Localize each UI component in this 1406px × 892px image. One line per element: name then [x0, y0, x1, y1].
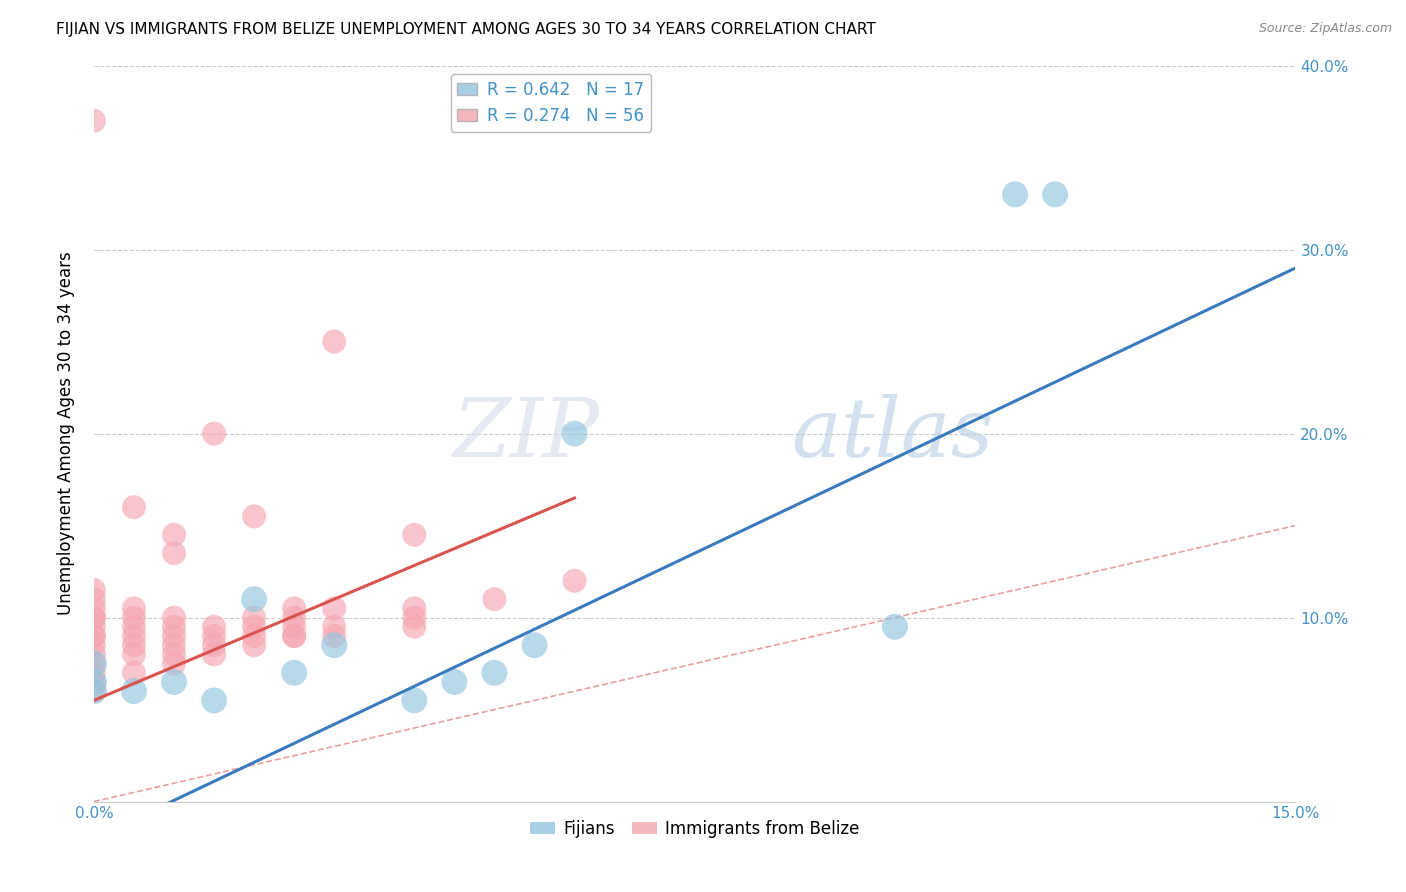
Point	[83, 610, 105, 624]
Point	[122, 648, 145, 662]
Text: Source: ZipAtlas.com: Source: ZipAtlas.com	[1258, 22, 1392, 36]
Point	[283, 665, 305, 680]
Text: ZIP: ZIP	[451, 393, 599, 474]
Point	[202, 620, 225, 634]
Point	[243, 592, 266, 607]
Point	[243, 629, 266, 643]
Point	[484, 592, 506, 607]
Point	[83, 592, 105, 607]
Point	[323, 638, 346, 652]
Point	[484, 665, 506, 680]
Point	[564, 426, 586, 441]
Point	[202, 638, 225, 652]
Point	[83, 684, 105, 698]
Point	[202, 426, 225, 441]
Y-axis label: Unemployment Among Ages 30 to 34 years: Unemployment Among Ages 30 to 34 years	[58, 252, 75, 615]
Point	[83, 648, 105, 662]
Point	[163, 657, 186, 671]
Point	[323, 629, 346, 643]
Point	[243, 610, 266, 624]
Point	[83, 601, 105, 615]
Point	[83, 620, 105, 634]
Point	[323, 620, 346, 634]
Point	[283, 601, 305, 615]
Point	[122, 610, 145, 624]
Point	[163, 648, 186, 662]
Point	[83, 582, 105, 597]
Point	[83, 657, 105, 671]
Point	[83, 638, 105, 652]
Point	[283, 629, 305, 643]
Point	[404, 528, 426, 542]
Point	[1004, 187, 1026, 202]
Point	[122, 638, 145, 652]
Point	[404, 620, 426, 634]
Point	[283, 620, 305, 634]
Point	[163, 528, 186, 542]
Text: FIJIAN VS IMMIGRANTS FROM BELIZE UNEMPLOYMENT AMONG AGES 30 TO 34 YEARS CORRELAT: FIJIAN VS IMMIGRANTS FROM BELIZE UNEMPLO…	[56, 22, 876, 37]
Point	[404, 601, 426, 615]
Point	[83, 610, 105, 624]
Point	[83, 675, 105, 690]
Point	[283, 610, 305, 624]
Point	[83, 684, 105, 698]
Point	[243, 638, 266, 652]
Point	[323, 334, 346, 349]
Point	[163, 638, 186, 652]
Point	[163, 675, 186, 690]
Point	[83, 629, 105, 643]
Point	[202, 648, 225, 662]
Point	[443, 675, 465, 690]
Point	[523, 638, 546, 652]
Legend: Fijians, Immigrants from Belize: Fijians, Immigrants from Belize	[523, 814, 866, 845]
Point	[83, 629, 105, 643]
Point	[564, 574, 586, 588]
Point	[163, 620, 186, 634]
Point	[122, 684, 145, 698]
Point	[163, 546, 186, 560]
Point	[202, 693, 225, 707]
Point	[283, 629, 305, 643]
Point	[1043, 187, 1066, 202]
Point	[163, 610, 186, 624]
Point	[202, 629, 225, 643]
Text: atlas: atlas	[790, 393, 993, 474]
Point	[122, 629, 145, 643]
Point	[122, 500, 145, 515]
Point	[122, 665, 145, 680]
Point	[884, 620, 907, 634]
Point	[404, 693, 426, 707]
Point	[83, 113, 105, 128]
Point	[122, 620, 145, 634]
Point	[243, 620, 266, 634]
Point	[323, 601, 346, 615]
Point	[163, 629, 186, 643]
Point	[83, 675, 105, 690]
Point	[83, 657, 105, 671]
Point	[243, 509, 266, 524]
Point	[83, 665, 105, 680]
Point	[404, 610, 426, 624]
Point	[122, 601, 145, 615]
